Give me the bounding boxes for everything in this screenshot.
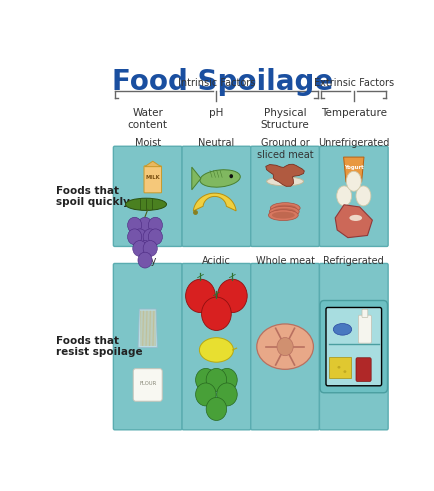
Ellipse shape [270, 203, 299, 214]
Ellipse shape [337, 366, 340, 369]
Ellipse shape [125, 198, 166, 211]
Ellipse shape [271, 212, 294, 218]
Circle shape [143, 229, 157, 245]
Text: Dry: Dry [139, 255, 156, 266]
FancyBboxPatch shape [113, 264, 182, 430]
Circle shape [132, 241, 147, 256]
Text: Ground or
sliced meat: Ground or sliced meat [256, 138, 312, 160]
Ellipse shape [256, 324, 312, 369]
FancyBboxPatch shape [361, 309, 367, 318]
Circle shape [132, 229, 147, 245]
FancyBboxPatch shape [250, 146, 319, 246]
FancyBboxPatch shape [182, 264, 250, 430]
Text: Water
content: Water content [128, 108, 168, 130]
Ellipse shape [273, 205, 296, 212]
Text: Foods that
spoil quickly: Foods that spoil quickly [56, 186, 130, 207]
Ellipse shape [266, 177, 303, 186]
Ellipse shape [345, 171, 360, 191]
Polygon shape [138, 309, 157, 348]
Circle shape [229, 174, 233, 178]
Polygon shape [343, 157, 363, 182]
Text: Intrinsic Factors: Intrinsic Factors [178, 78, 254, 88]
Text: Whole meat: Whole meat [255, 255, 314, 266]
Circle shape [206, 398, 226, 420]
Circle shape [127, 217, 141, 233]
Circle shape [138, 252, 152, 268]
Text: FLOUR: FLOUR [139, 381, 156, 385]
Text: MILK: MILK [145, 175, 160, 180]
Text: Unrefrigerated: Unrefrigerated [317, 138, 388, 148]
Text: Moist: Moist [135, 138, 161, 148]
Polygon shape [145, 161, 161, 166]
Ellipse shape [268, 210, 298, 220]
Text: Temperature: Temperature [320, 108, 386, 118]
Ellipse shape [336, 186, 351, 206]
Text: Foods that
resist spoilage: Foods that resist spoilage [56, 336, 142, 357]
Polygon shape [329, 356, 350, 378]
FancyBboxPatch shape [325, 307, 381, 386]
FancyBboxPatch shape [319, 300, 387, 393]
Ellipse shape [355, 186, 370, 206]
Text: Extrinsic Factors: Extrinsic Factors [313, 78, 393, 88]
Circle shape [195, 368, 216, 391]
FancyBboxPatch shape [182, 146, 250, 246]
Text: Physical
Structure: Physical Structure [260, 108, 309, 130]
Circle shape [216, 383, 237, 406]
Circle shape [138, 241, 152, 256]
Text: Acidic: Acidic [201, 255, 230, 266]
Text: Food Spoilage: Food Spoilage [112, 68, 333, 96]
Text: pH: pH [209, 108, 223, 118]
Polygon shape [335, 205, 372, 238]
FancyBboxPatch shape [319, 264, 387, 430]
Text: Refrigerated: Refrigerated [322, 255, 383, 266]
Text: Yogurt: Yogurt [343, 165, 363, 170]
Circle shape [217, 279, 247, 313]
FancyBboxPatch shape [250, 264, 319, 430]
Circle shape [216, 368, 237, 391]
Polygon shape [265, 164, 304, 187]
Circle shape [206, 368, 226, 391]
FancyBboxPatch shape [355, 358, 370, 382]
Ellipse shape [342, 370, 345, 373]
Circle shape [276, 337, 293, 355]
FancyBboxPatch shape [144, 166, 161, 193]
Circle shape [148, 217, 162, 233]
Ellipse shape [272, 208, 295, 215]
Polygon shape [191, 167, 201, 190]
FancyBboxPatch shape [113, 146, 182, 246]
Ellipse shape [332, 324, 351, 335]
FancyBboxPatch shape [319, 146, 387, 246]
Circle shape [138, 217, 152, 233]
Circle shape [148, 229, 162, 245]
Circle shape [185, 279, 215, 313]
Circle shape [143, 241, 157, 256]
FancyBboxPatch shape [358, 315, 371, 343]
Ellipse shape [200, 170, 240, 187]
Polygon shape [193, 193, 236, 211]
FancyBboxPatch shape [133, 369, 162, 401]
Text: Neutral: Neutral [198, 138, 234, 148]
Circle shape [201, 297, 231, 330]
Ellipse shape [269, 206, 299, 217]
Ellipse shape [349, 215, 361, 221]
Circle shape [127, 229, 141, 245]
Circle shape [195, 383, 216, 406]
Ellipse shape [199, 338, 233, 362]
